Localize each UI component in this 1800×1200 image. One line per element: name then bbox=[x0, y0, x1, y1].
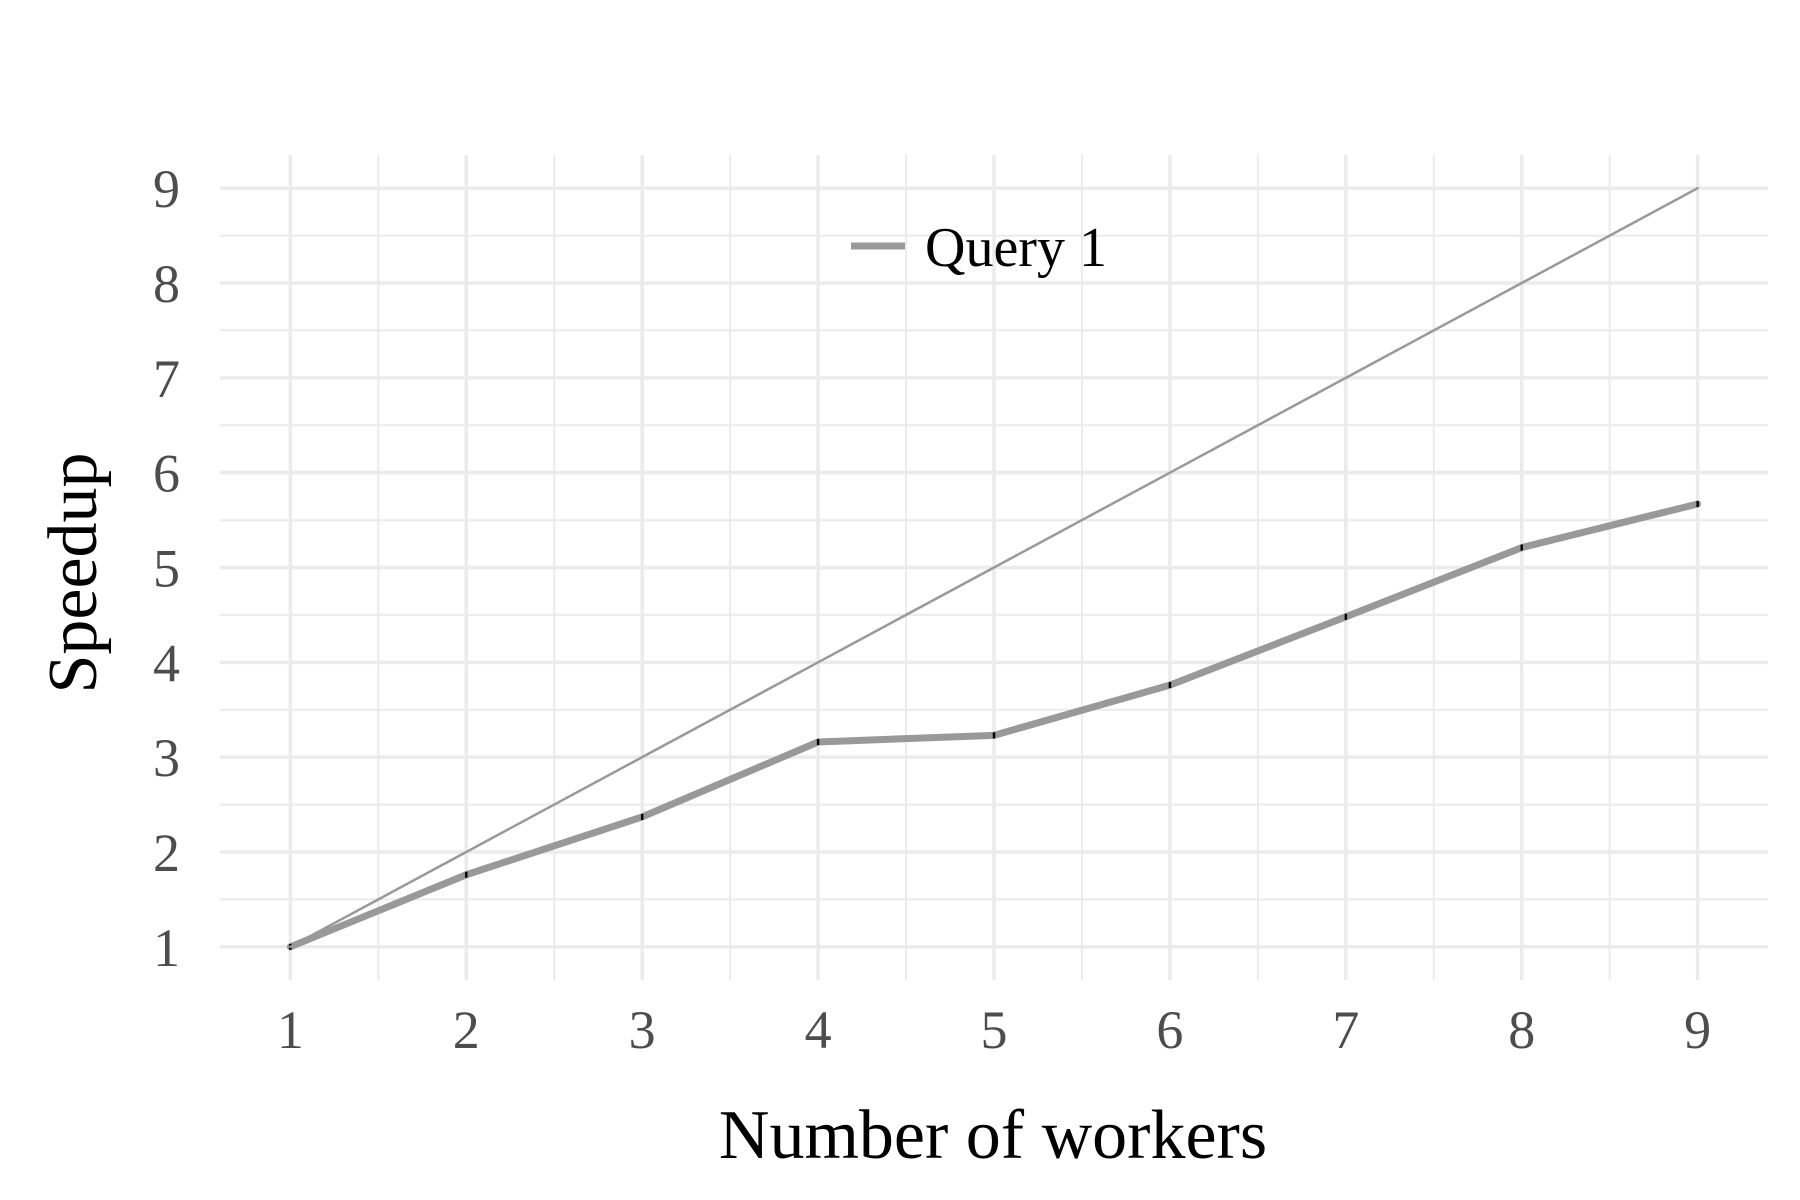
series-layer bbox=[286, 186, 1702, 951]
x-axis-title: Number of workers bbox=[719, 1097, 1267, 1174]
x-tick-label-1: 1 bbox=[277, 1000, 304, 1060]
x-tick-label-5: 5 bbox=[981, 1000, 1008, 1060]
y-tick-label-6: 6 bbox=[153, 444, 180, 504]
x-tick-label-7: 7 bbox=[1332, 1000, 1359, 1060]
x-tick-label-3: 3 bbox=[629, 1000, 656, 1060]
x-tick-labels: 1 2 3 4 5 6 7 8 9 bbox=[277, 1000, 1711, 1060]
y-tick-label-7: 7 bbox=[153, 349, 180, 409]
y-tick-label-4: 4 bbox=[153, 633, 180, 693]
grid-major bbox=[220, 155, 1768, 980]
x-tick-label-8: 8 bbox=[1508, 1000, 1535, 1060]
x-tick-label-4: 4 bbox=[805, 1000, 832, 1060]
x-tick-label-2: 2 bbox=[453, 1000, 480, 1060]
y-axis-title: Speedup bbox=[35, 452, 112, 693]
y-tick-label-8: 8 bbox=[153, 254, 180, 314]
y-tick-label-3: 3 bbox=[153, 728, 180, 788]
x-tick-label-6: 6 bbox=[1156, 1000, 1183, 1060]
y-tick-label-5: 5 bbox=[153, 539, 180, 599]
y-tick-label-1: 1 bbox=[153, 918, 180, 978]
y-tick-label-2: 2 bbox=[153, 823, 180, 883]
y-tick-label-9: 9 bbox=[153, 159, 180, 219]
y-tick-labels: 1 2 3 4 5 6 7 8 9 bbox=[153, 159, 180, 978]
legend-label-query-1: Query 1 bbox=[925, 217, 1107, 279]
series-line-ideal-speedup bbox=[289, 186, 1699, 949]
legend: Query 1 bbox=[851, 217, 1107, 279]
x-tick-label-9: 9 bbox=[1684, 1000, 1711, 1060]
